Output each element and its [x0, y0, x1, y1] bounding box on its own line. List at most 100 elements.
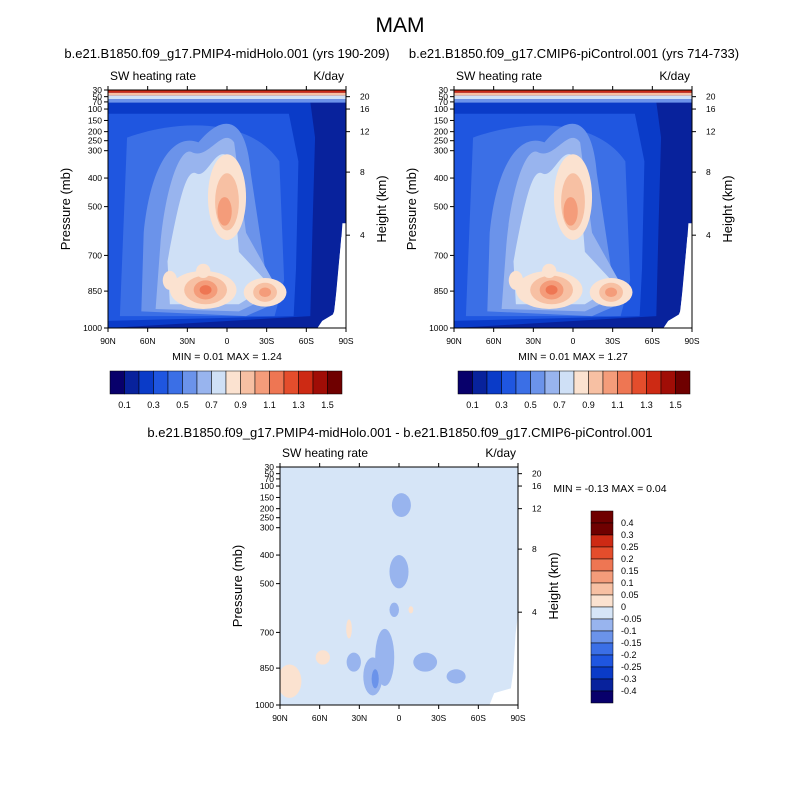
colorbar-box	[660, 370, 676, 395]
colorbar-box	[530, 370, 546, 395]
y-tick-label: 250	[88, 136, 102, 146]
colorbar-box	[182, 370, 198, 395]
colorbar-box	[254, 370, 270, 395]
colorbar-label: 0.3	[621, 530, 634, 540]
colorbar-label: 0	[621, 602, 626, 612]
x-tick-label: 0	[571, 336, 576, 346]
colorbar-label: 0.15	[621, 566, 639, 576]
colorbar-box	[588, 370, 604, 395]
contour-region	[605, 287, 618, 298]
colorbar-box	[312, 370, 328, 395]
y-tick-label-right: 8	[706, 167, 711, 177]
y-tick-label: 50	[439, 92, 449, 102]
y-tick-label: 150	[260, 492, 274, 502]
colorbar-label: 1.5	[321, 400, 334, 410]
y-axis-label-right: Height (km)	[546, 552, 561, 619]
y-tick-label: 200	[434, 127, 448, 137]
contour-region	[108, 99, 346, 103]
contour-region	[391, 493, 411, 517]
y-tick-label: 1000	[255, 700, 274, 710]
x-tick-label: 0	[397, 713, 402, 723]
page-title: MAM	[376, 14, 425, 37]
colorbar-box	[486, 370, 502, 395]
x-tick-label: 30S	[605, 336, 620, 346]
contour-region	[563, 197, 578, 226]
contour-region	[162, 270, 178, 290]
colorbar-box	[590, 678, 614, 692]
colorbar-label: -0.1	[621, 626, 637, 636]
colorbar-label: 0.2	[621, 554, 634, 564]
colorbar-box	[590, 606, 614, 620]
x-tick-label: 90N	[272, 713, 288, 723]
colorbar-label: -0.25	[621, 662, 642, 672]
panel-2: b.e21.B1850.f09_g17.CMIP6-piControl.001 …	[404, 46, 739, 410]
y-tick-label-right: 16	[532, 481, 542, 491]
masked-region	[317, 223, 346, 328]
y-tick-label-right: 8	[532, 544, 537, 554]
left-string: SW heating rate	[456, 69, 542, 83]
contour-region	[508, 270, 524, 290]
colorbar-box	[457, 370, 473, 395]
y-tick-label: 400	[260, 550, 274, 560]
contour-region	[446, 669, 466, 684]
colorbar-box	[590, 522, 614, 536]
contour-region	[545, 285, 558, 295]
colorbar-label: 0.5	[176, 400, 189, 410]
contour-region	[454, 99, 692, 103]
x-tick-label: 30S	[259, 336, 274, 346]
colorbar-box	[327, 370, 343, 395]
masked-region	[663, 223, 692, 328]
x-tick-label: 60N	[312, 713, 328, 723]
colorbar-box	[602, 370, 618, 395]
colorbar-box	[559, 370, 575, 395]
colorbar-box	[646, 370, 662, 395]
y-tick-label: 50	[265, 469, 275, 479]
y-tick-label: 250	[434, 136, 448, 146]
y-tick-label: 30	[265, 462, 275, 472]
colorbar-box	[225, 370, 241, 395]
contour-region	[542, 263, 557, 279]
colorbar-label: 0.3	[495, 400, 508, 410]
x-tick-label: 0	[225, 336, 230, 346]
x-tick-label: 60N	[486, 336, 502, 346]
colorbar-box	[153, 370, 169, 395]
y-tick-label: 150	[88, 115, 102, 125]
y-tick-label-right: 4	[532, 607, 537, 617]
contour-region	[389, 602, 399, 617]
y-tick-label: 1000	[83, 323, 102, 333]
colorbar-label: 0.7	[205, 400, 218, 410]
stats-label: MIN = -0.13 MAX = 0.04	[553, 483, 666, 495]
y-tick-label: 250	[260, 513, 274, 523]
colorbar-label: -0.2	[621, 650, 637, 660]
colorbar-label: -0.15	[621, 638, 642, 648]
contour-region	[280, 664, 302, 698]
y-tick-label: 500	[88, 202, 102, 212]
y-tick-label-right: 20	[360, 92, 370, 102]
y-tick-label: 300	[434, 146, 448, 156]
colorbar-box	[590, 618, 614, 632]
y-tick-label: 70	[265, 474, 275, 484]
y-axis-label: Pressure (mb)	[230, 545, 245, 627]
x-tick-label: 60S	[645, 336, 660, 346]
y-tick-label: 400	[434, 173, 448, 183]
colorbar: 0.1 0.3 0.5 0.7 0.9 1.1 1.3 1.5	[457, 370, 691, 410]
y-tick-label: 850	[434, 286, 448, 296]
y-tick-label: 150	[434, 115, 448, 125]
x-tick-label: 30N	[180, 336, 196, 346]
colorbar-label: 0.7	[553, 400, 566, 410]
colorbar-label: 0.1	[466, 400, 479, 410]
y-tick-label-right: 20	[532, 469, 542, 479]
y-tick-label: 100	[260, 481, 274, 491]
colorbar-label: 1.3	[292, 400, 305, 410]
colorbar-box	[590, 642, 614, 656]
colorbar-label: 0.05	[621, 590, 639, 600]
contour-fill	[280, 467, 518, 705]
colorbar-box	[240, 370, 256, 395]
contour-region	[346, 619, 352, 639]
y-tick-label: 500	[434, 202, 448, 212]
colorbar-box	[298, 370, 314, 395]
y-tick-label: 200	[88, 127, 102, 137]
colorbar-box	[590, 690, 614, 704]
x-tick-label: 60S	[299, 336, 314, 346]
